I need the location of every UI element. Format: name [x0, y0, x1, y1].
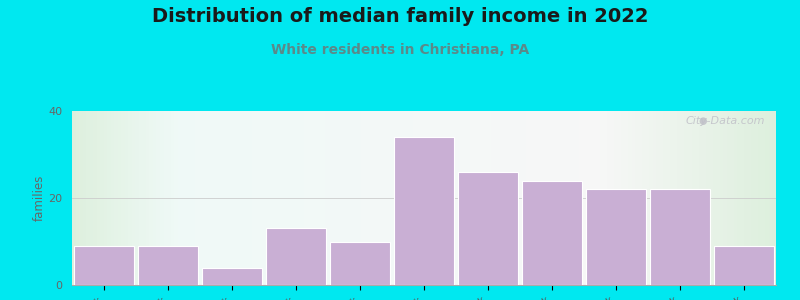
- Bar: [394, 137, 454, 285]
- Bar: [458, 172, 518, 285]
- Bar: [650, 189, 710, 285]
- Bar: [74, 246, 134, 285]
- Y-axis label: families: families: [32, 175, 46, 221]
- Bar: [138, 246, 198, 285]
- Text: White residents in Christiana, PA: White residents in Christiana, PA: [271, 44, 529, 58]
- Text: ●: ●: [698, 116, 707, 126]
- Bar: [266, 229, 326, 285]
- Bar: [330, 242, 390, 285]
- Bar: [714, 246, 774, 285]
- Bar: [522, 181, 582, 285]
- Bar: [202, 268, 262, 285]
- Text: City-Data.com: City-Data.com: [686, 116, 766, 126]
- Text: Distribution of median family income in 2022: Distribution of median family income in …: [152, 8, 648, 26]
- Bar: [586, 189, 646, 285]
